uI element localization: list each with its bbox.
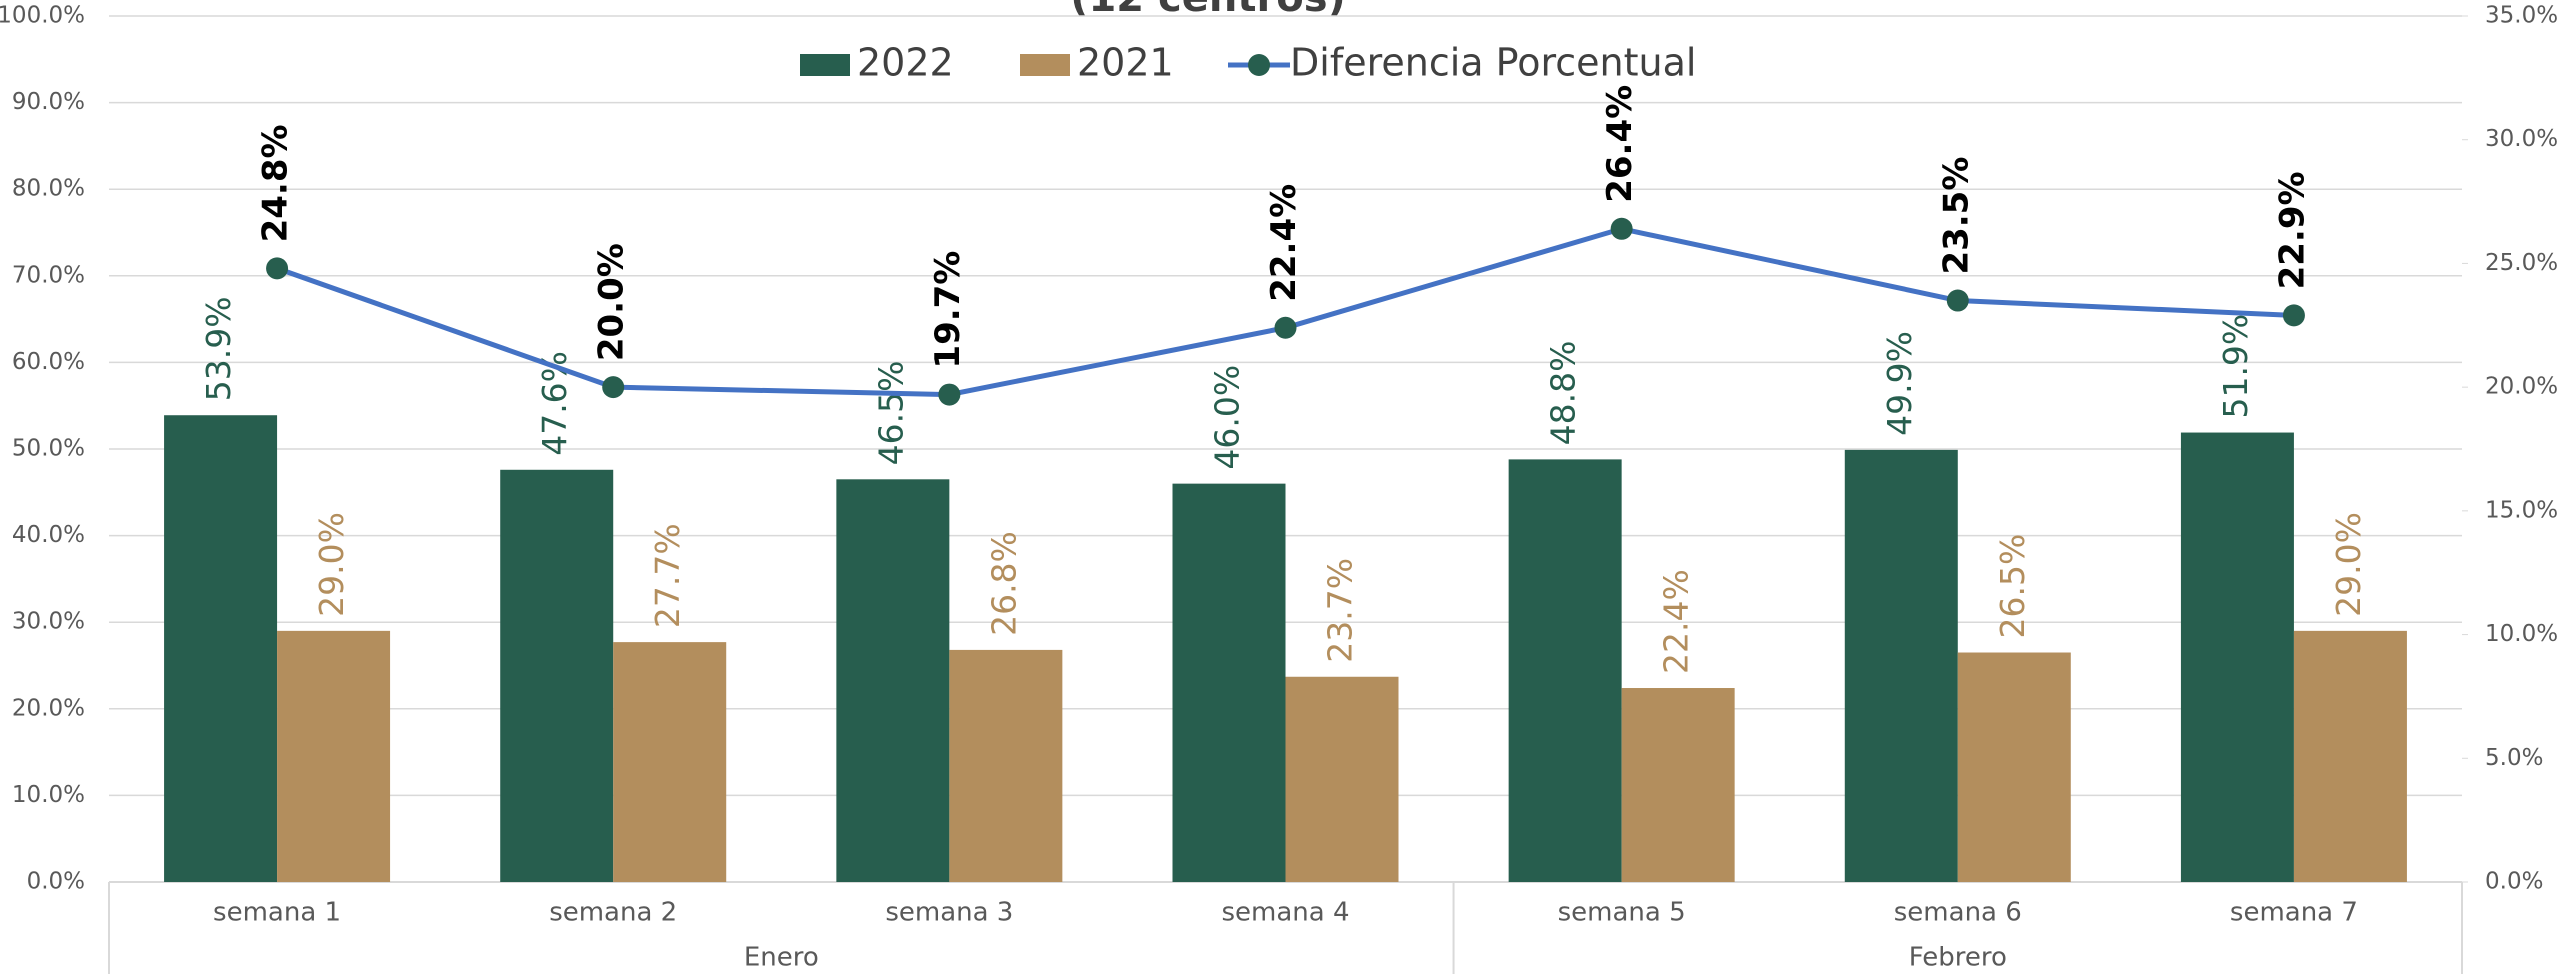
line-marker [266, 257, 288, 279]
y2-tick-label: 0.0% [2485, 869, 2543, 895]
y2-tick-label: 10.0% [2485, 621, 2558, 647]
y2-tick-label: 30.0% [2485, 126, 2558, 152]
x-tick-label: semana 3 [885, 898, 1013, 928]
bar [164, 415, 277, 882]
value-label: 22.4% [1264, 184, 1304, 302]
line-marker [1611, 218, 1633, 240]
value-label: 29.0% [312, 512, 351, 617]
line-marker [1947, 290, 1969, 312]
value-label: 19.7% [928, 251, 968, 369]
y2-tick-label: 20.0% [2485, 374, 2558, 400]
bar [949, 650, 1062, 882]
y2-tick-label: 5.0% [2485, 745, 2543, 771]
legend-label: Diferencia Porcentual [1290, 41, 1696, 85]
x-tick-label: semana 2 [549, 898, 677, 928]
value-label: 20.0% [592, 243, 632, 361]
y2-tick-label: 15.0% [2485, 497, 2558, 523]
y-tick-label: 50.0% [12, 436, 85, 462]
bar [836, 479, 949, 882]
bar [1845, 450, 1958, 882]
value-label: 22.9% [2272, 171, 2312, 289]
bar [500, 470, 613, 882]
x-tick-label: semana 5 [1558, 898, 1686, 928]
chart: (12 centros) 0.0% 10.0% 20.0% 30.0% 40.0% 50.… [0, 0, 2560, 974]
line-marker [602, 376, 624, 398]
legend-label: 2021 [1077, 41, 1174, 85]
chart-title: (12 centros) [1070, 0, 1346, 21]
y-tick-label: 30.0% [12, 609, 85, 635]
x-tick-label: semana 1 [213, 898, 341, 928]
bar [1622, 688, 1735, 882]
value-label: 24.8% [256, 124, 296, 242]
x-tick-label: semana 7 [2230, 898, 2358, 928]
y-tick-label: 100.0% [0, 3, 85, 29]
value-label: 46.0% [1208, 365, 1247, 470]
bar [2181, 433, 2294, 882]
line-marker [2283, 304, 2305, 326]
y-tick-label: 70.0% [12, 262, 85, 288]
y-tick-label: 80.0% [12, 176, 85, 202]
bar [2294, 631, 2407, 882]
line-marker [938, 384, 960, 406]
line-marker [1275, 317, 1297, 339]
group-label: Enero [744, 943, 819, 973]
value-label: 46.5% [871, 360, 910, 465]
y-tick-label: 20.0% [12, 695, 85, 721]
y-tick-label: 10.0% [12, 782, 85, 808]
value-label: 53.9% [199, 296, 238, 401]
legend-label: 2022 [857, 41, 954, 85]
y2-tick-label: 35.0% [2485, 3, 2558, 29]
bar [613, 642, 726, 882]
bar [1286, 677, 1399, 882]
value-label: 27.7% [648, 523, 687, 628]
group-label: Febrero [1909, 943, 2007, 973]
bar [1958, 653, 2071, 882]
y-tick-label: 0.0% [27, 869, 85, 895]
x-tick-label: semana 4 [1221, 898, 1349, 928]
value-label: 23.5% [1936, 157, 1976, 275]
value-label: 48.8% [1544, 341, 1583, 446]
y-tick-label: 90.0% [12, 89, 85, 115]
bar [1509, 459, 1622, 882]
value-label: 26.4% [1600, 85, 1640, 203]
y2-tick-label: 25.0% [2485, 250, 2558, 276]
value-label: 49.9% [1880, 331, 1919, 436]
value-label: 23.7% [1321, 558, 1360, 663]
legend-marker [1248, 54, 1270, 76]
value-label: 51.9% [2216, 314, 2255, 419]
value-label: 26.8% [984, 531, 1023, 636]
y-tick-label: 40.0% [12, 522, 85, 548]
y-tick-label: 60.0% [12, 349, 85, 375]
legend-swatch [1020, 54, 1070, 76]
bar [1173, 484, 1286, 882]
legend-swatch [800, 54, 850, 76]
x-tick-label: semana 6 [1894, 898, 2022, 928]
value-label: 26.5% [1993, 534, 2032, 639]
value-label: 22.4% [1657, 569, 1696, 674]
bar [277, 631, 390, 882]
value-label: 29.0% [2329, 512, 2368, 617]
